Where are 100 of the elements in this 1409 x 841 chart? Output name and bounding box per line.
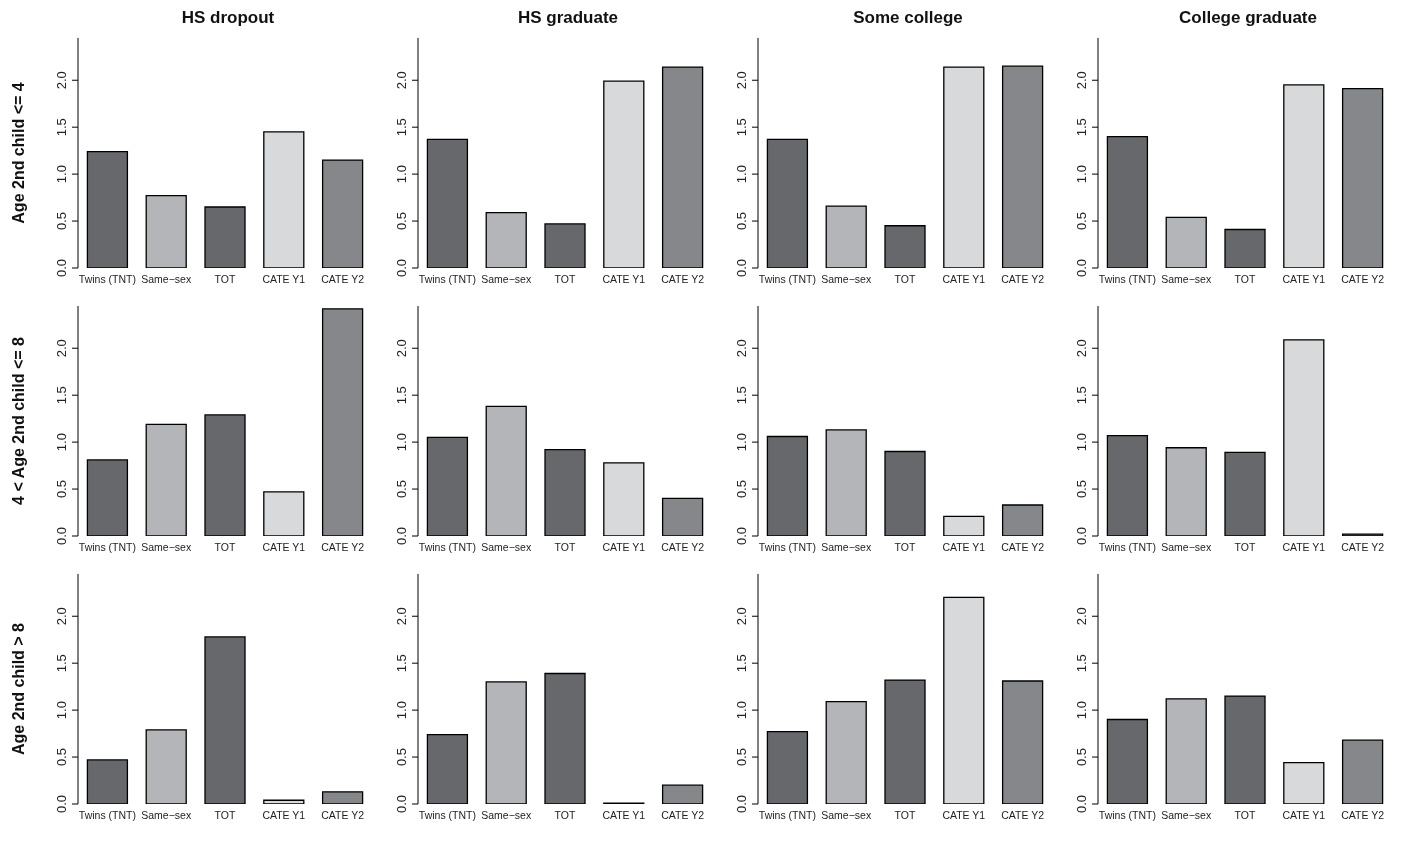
bar — [1341, 88, 1384, 268]
y-tick-label: 0.5 — [1074, 480, 1089, 499]
bar — [1106, 135, 1149, 268]
x-tick-label: Same−sex — [481, 541, 532, 554]
y-axis-title: Age 2nd child > 8 — [9, 622, 27, 756]
y-tick-label: 1.5 — [1074, 654, 1089, 673]
x-tick-label: Twins (TNT) — [418, 809, 476, 822]
y-tick-label: 2.0 — [54, 607, 69, 626]
x-tick-label: CATE Y2 — [1341, 541, 1385, 554]
x-tick-label: Same−sex — [141, 273, 192, 286]
x-tick-label: CATE Y2 — [321, 273, 365, 286]
x-tick-label: CATE Y1 — [942, 273, 986, 286]
y-tick-label: 0.5 — [54, 212, 69, 231]
y-tick-label: 0.0 — [734, 258, 749, 278]
bar — [1001, 680, 1044, 804]
bar — [204, 636, 246, 804]
x-tick-label: CATE Y1 — [602, 809, 646, 822]
x-tick-label: CATE Y1 — [262, 809, 306, 822]
x-tick-label: CATE Y1 — [1282, 541, 1326, 554]
x-tick-label: CATE Y2 — [1001, 541, 1045, 554]
x-tick-label: TOT — [554, 273, 576, 286]
bar — [943, 596, 985, 804]
x-tick-label: Same−sex — [1161, 273, 1212, 286]
bar — [204, 414, 246, 536]
y-tick-label: 2.0 — [1074, 71, 1089, 90]
bar — [825, 701, 867, 804]
x-tick-label: Twins (TNT) — [758, 809, 816, 822]
chart-title: HS dropout — [180, 8, 276, 29]
bar — [884, 450, 926, 536]
y-axis-title: 4 < Age 2nd child <= 8 — [9, 336, 27, 505]
bar — [1283, 84, 1325, 268]
y-tick-label: 1.5 — [734, 118, 749, 137]
x-tick-label: Same−sex — [821, 809, 872, 822]
bar — [884, 225, 926, 268]
bar — [766, 731, 809, 804]
y-tick-label: 1.0 — [1074, 165, 1089, 184]
y-tick-label: 0.0 — [54, 794, 69, 814]
bar — [426, 138, 469, 268]
bar — [1165, 447, 1207, 536]
y-tick-label: 1.0 — [734, 165, 749, 184]
bar — [485, 681, 527, 804]
y-tick-label: 2.0 — [394, 71, 409, 90]
x-tick-label: TOT — [1234, 273, 1256, 286]
chart-title: HS graduate — [516, 8, 620, 29]
x-tick-label: CATE Y2 — [661, 809, 705, 822]
y-tick-label: 1.0 — [54, 701, 69, 720]
x-tick-label: CATE Y1 — [602, 273, 646, 286]
bar — [86, 759, 129, 804]
y-tick-label: 0.0 — [394, 794, 409, 814]
x-tick-label: Twins (TNT) — [758, 541, 816, 554]
y-tick-label: 1.0 — [394, 165, 409, 184]
x-tick-label: CATE Y2 — [661, 273, 705, 286]
bar — [1106, 434, 1149, 536]
bar — [766, 138, 809, 268]
bar — [321, 159, 364, 268]
bar — [544, 448, 586, 536]
x-tick-label: Twins (TNT) — [418, 541, 476, 554]
y-tick-label: 1.5 — [734, 386, 749, 405]
x-tick-label: Twins (TNT) — [78, 273, 136, 286]
x-tick-label: CATE Y2 — [1341, 273, 1385, 286]
y-tick-label: 1.5 — [394, 386, 409, 405]
x-tick-label: TOT — [214, 273, 236, 286]
bar — [766, 435, 809, 536]
bar — [1106, 718, 1149, 804]
bar — [1224, 228, 1266, 268]
y-tick-label: 2.0 — [734, 339, 749, 358]
x-tick-label: TOT — [1234, 809, 1256, 822]
bar — [1001, 65, 1044, 268]
bar — [544, 672, 586, 804]
bar — [603, 80, 645, 268]
bar — [321, 791, 364, 804]
bar — [943, 515, 985, 536]
bar — [1224, 451, 1266, 536]
x-tick-label: CATE Y2 — [1001, 273, 1045, 286]
y-tick-label: 1.5 — [54, 118, 69, 137]
y-tick-label: 0.5 — [394, 212, 409, 231]
x-tick-label: Same−sex — [1161, 809, 1212, 822]
y-tick-label: 1.5 — [1074, 118, 1089, 137]
x-tick-label: Twins (TNT) — [758, 273, 816, 286]
x-tick-label: CATE Y1 — [602, 541, 646, 554]
y-axis-title: Age 2nd child <= 4 — [9, 82, 27, 224]
y-tick-label: 0.0 — [734, 794, 749, 814]
y-tick-label: 0.5 — [734, 748, 749, 767]
x-tick-label: TOT — [894, 273, 916, 286]
bar — [86, 459, 129, 536]
x-tick-label: CATE Y1 — [1282, 273, 1326, 286]
x-tick-label: TOT — [1234, 541, 1256, 554]
y-tick-label: 1.5 — [394, 654, 409, 673]
x-tick-label: Twins (TNT) — [1098, 541, 1156, 554]
bar — [321, 308, 364, 536]
x-tick-label: TOT — [214, 541, 236, 554]
bar — [1283, 762, 1325, 804]
y-tick-label: 0.0 — [1074, 258, 1089, 278]
chart-title: College graduate — [1178, 8, 1318, 29]
chart-title: Some college — [852, 8, 964, 29]
y-tick-label: 0.5 — [394, 480, 409, 499]
y-tick-label: 2.0 — [54, 339, 69, 358]
y-tick-label: 0.0 — [54, 526, 69, 546]
y-tick-label: 1.5 — [1074, 386, 1089, 405]
y-tick-label: 2.0 — [1074, 607, 1089, 626]
